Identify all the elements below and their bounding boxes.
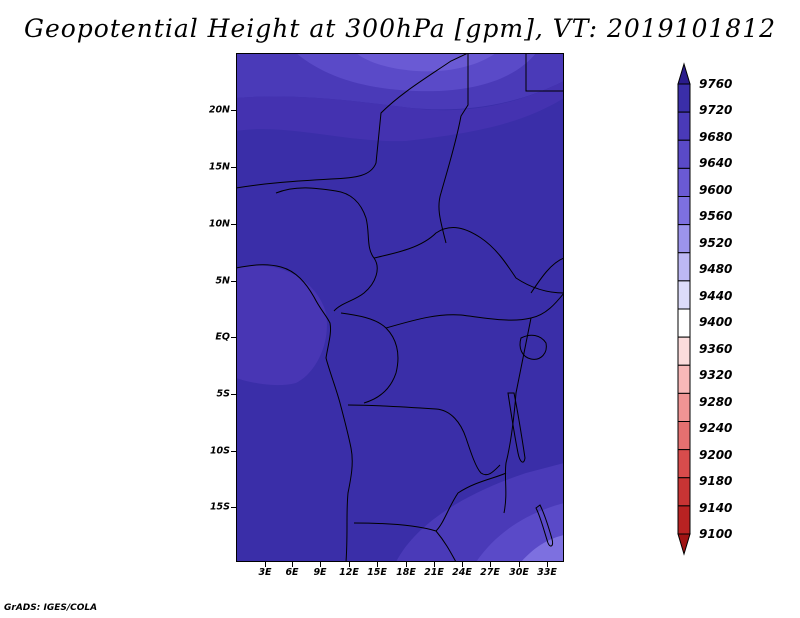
xtick-mark-24e: [462, 562, 463, 567]
xtick-mark-3e: [265, 562, 266, 567]
colorbar-label: 9140: [699, 500, 733, 515]
chart-title: Geopotential Height at 300hPa [gpm], VT:…: [23, 14, 777, 43]
colorbar-segment: [677, 364, 691, 394]
colorbar-label: 9480: [699, 262, 733, 277]
ytick-mark-5s: [231, 394, 236, 395]
colorbar: [677, 62, 691, 556]
colorbar-label: 9760: [699, 77, 733, 91]
colorbar-segment: [677, 139, 691, 169]
xtick-mark-12e: [349, 562, 350, 567]
colorbar-label: 9640: [699, 156, 733, 171]
colorbar-label: 9440: [699, 288, 733, 303]
contour-southeast-band-3: [521, 535, 564, 562]
colorbar-label: 9280: [699, 394, 733, 409]
contour-top-band-3: [356, 53, 496, 72]
colorbar-top-arrow: [677, 62, 691, 85]
xtick-label-15e: 15E: [367, 567, 387, 578]
colorbar-segment: [677, 449, 691, 479]
colorbar-label: 9100: [699, 527, 733, 541]
colorbar-label: 9600: [699, 182, 733, 197]
colorbar-segment: [677, 392, 691, 422]
border-libya-chad: [438, 53, 469, 244]
colorbar-segment: [677, 336, 691, 366]
xtick-label-21e: 21E: [424, 567, 444, 578]
border-ethiopia: [530, 257, 564, 294]
border-sahel-north: [236, 53, 469, 189]
xtick-label-30e: 30E: [509, 567, 529, 578]
colorbar-label: 9560: [699, 209, 733, 224]
ytick-label-10n: 10N: [208, 218, 230, 230]
ytick-mark-15s: [231, 507, 236, 508]
xtick-label-3e: 3E: [258, 567, 272, 578]
colorbar-segment: [677, 477, 691, 507]
border-congo-drc: [340, 312, 399, 404]
colorbar-segment: [677, 308, 691, 338]
colorbar-label: 9180: [699, 474, 733, 489]
coastline-west-africa: [236, 264, 353, 562]
colorbar-segment: [677, 505, 691, 535]
ytick-label-eq: EQ: [215, 331, 230, 343]
colorbar-label: 9240: [699, 421, 733, 436]
xtick-label-9e: 9E: [313, 567, 327, 578]
border-angola-north: [347, 404, 501, 476]
ytick-mark-15n: [231, 167, 236, 168]
ytick-mark-10n: [231, 224, 236, 225]
colorbar-segment: [677, 196, 691, 226]
colorbar-label: 9720: [699, 103, 733, 118]
ytick-label-5n: 5N: [215, 275, 230, 287]
colorbar-segment: [677, 421, 691, 451]
xtick-mark-21e: [434, 562, 435, 567]
xtick-label-33e: 33E: [537, 567, 557, 578]
ytick-label-20n: 20N: [208, 104, 230, 116]
colorbar-label: 9200: [699, 447, 733, 462]
xtick-mark-30e: [519, 562, 520, 567]
map-canvas: [236, 53, 564, 562]
xtick-mark-33e: [547, 562, 548, 567]
xtick-label-24e: 24E: [452, 567, 472, 578]
ytick-label-5s: 5S: [216, 388, 230, 400]
colorbar-label: 9400: [699, 315, 733, 330]
xtick-label-27e: 27E: [480, 567, 500, 578]
lake-malawi: [535, 504, 553, 547]
xtick-mark-18e: [406, 562, 407, 567]
contour-northwest-band: [236, 81, 564, 142]
map-panel: [236, 53, 564, 562]
colorbar-label: 9320: [699, 368, 733, 383]
xtick-label-12e: 12E: [339, 567, 359, 578]
xtick-mark-15e: [377, 562, 378, 567]
ytick-mark-eq: [231, 337, 236, 338]
ytick-mark-20n: [231, 110, 236, 111]
colorbar-segment: [677, 167, 691, 197]
border-drc-north: [385, 292, 564, 329]
xtick-label-6e: 6E: [285, 567, 299, 578]
colorbar-segment: [677, 252, 691, 282]
colorbar-label: 9520: [699, 235, 733, 250]
border-nigeria-cameroon: [275, 187, 378, 312]
lake-tanganyika: [507, 392, 526, 463]
border-east-africa: [525, 53, 564, 92]
colorbar-segment: [677, 83, 691, 113]
lake-victoria: [519, 334, 547, 360]
contour-west-coast: [236, 265, 327, 386]
credit-text: GrADS: IGES/COLA: [4, 603, 98, 613]
xtick-mark-27e: [490, 562, 491, 567]
border-zambia-south: [435, 530, 457, 562]
ytick-label-15n: 15N: [208, 161, 230, 173]
colorbar-segment: [677, 224, 691, 254]
xtick-mark-6e: [292, 562, 293, 567]
map-frame: [236, 53, 564, 562]
ytick-label-15s: 15S: [209, 501, 230, 513]
xtick-mark-9e: [320, 562, 321, 567]
xtick-label-18e: 18E: [396, 567, 416, 578]
colorbar-segment: [677, 280, 691, 310]
colorbar-segment: [677, 111, 691, 141]
ytick-mark-5n: [231, 281, 236, 282]
colorbar-bottom-arrow: [677, 533, 691, 556]
border-car-sudan: [373, 227, 564, 294]
ytick-label-10s: 10S: [209, 445, 230, 457]
colorbar-label: 9360: [699, 341, 733, 356]
ytick-mark-10s: [231, 451, 236, 452]
border-angola-zambia: [353, 472, 507, 532]
colorbar-label: 9680: [699, 129, 733, 144]
